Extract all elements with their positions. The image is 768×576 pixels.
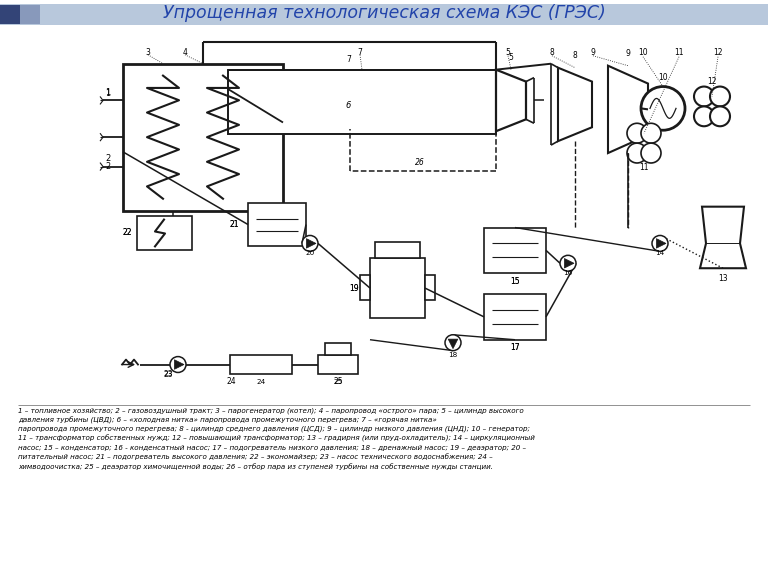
Circle shape [560,255,576,271]
Text: 3: 3 [146,48,151,57]
Bar [484,228,546,273]
Text: 2: 2 [105,162,111,171]
Text: 1: 1 [105,88,111,97]
Text: 19: 19 [349,283,359,293]
Text: 17: 17 [510,343,520,352]
Bar [248,203,306,247]
Text: 1 – топливное хозяйство; 2 – газовоздушный тракт; 3 – парогенератор (котел); 4 –: 1 – топливное хозяйство; 2 – газовоздушн… [18,407,535,469]
Text: 15: 15 [510,276,520,286]
Bar [137,215,192,251]
Circle shape [445,335,461,351]
Text: 17: 17 [510,343,520,352]
Text: 15: 15 [510,276,520,286]
Text: 11: 11 [639,164,649,172]
Text: 18: 18 [449,351,458,358]
Polygon shape [449,339,458,348]
Circle shape [627,143,647,163]
Text: 21: 21 [230,220,239,229]
Circle shape [641,86,685,130]
Circle shape [641,143,661,163]
Text: 10: 10 [658,73,668,82]
Bar [20,5,40,24]
Text: 8: 8 [573,51,578,60]
Bar [123,64,283,211]
Circle shape [627,123,647,143]
Text: 11: 11 [674,48,684,57]
Text: 9: 9 [626,50,631,58]
Text: 5: 5 [505,48,511,57]
Text: 22: 22 [122,229,132,237]
Text: 10: 10 [638,48,648,57]
Text: 16: 16 [564,270,573,276]
Circle shape [302,236,318,251]
Bar [370,258,425,318]
Text: 1: 1 [105,89,111,97]
Circle shape [710,107,730,126]
Bar [0,5,20,24]
Bar [484,294,546,340]
Bar [425,275,435,300]
Text: 7: 7 [358,48,362,57]
Bar [0,4,768,25]
Polygon shape [564,259,574,268]
Text: 13: 13 [718,274,728,283]
Text: 24: 24 [227,377,236,386]
Circle shape [641,123,661,143]
Polygon shape [608,66,648,153]
Bar [360,275,370,300]
Text: 12: 12 [713,48,723,57]
Text: 25: 25 [333,380,343,385]
Text: 14: 14 [655,251,664,256]
Text: 23: 23 [163,370,173,379]
Polygon shape [174,360,184,369]
Text: 19: 19 [349,283,359,293]
Bar [230,355,292,374]
Text: 26: 26 [415,158,425,168]
Text: 12: 12 [707,77,717,86]
Text: 23: 23 [164,372,173,377]
Text: 4: 4 [183,48,187,57]
Text: 7: 7 [346,55,351,65]
Circle shape [694,107,714,126]
Text: 6: 6 [346,101,351,109]
Text: 20: 20 [306,251,315,256]
Polygon shape [700,207,746,268]
Text: 9: 9 [591,48,595,57]
Polygon shape [657,238,666,248]
Polygon shape [496,70,526,131]
Text: 21: 21 [230,220,239,229]
Text: 24: 24 [257,380,266,385]
Text: 2: 2 [105,154,111,163]
Text: 8: 8 [550,48,554,57]
Text: 5: 5 [508,53,514,62]
Bar [325,343,351,355]
Text: Упрощенная технологическая схема КЭС (ГРЭС): Упрощенная технологическая схема КЭС (ГР… [163,4,605,22]
Text: 25: 25 [333,377,343,386]
Bar [318,355,358,374]
Polygon shape [306,238,316,248]
Circle shape [694,86,714,107]
Circle shape [710,86,730,107]
Bar [228,70,496,134]
Polygon shape [558,68,592,141]
Text: 22: 22 [122,229,132,237]
Bar [375,242,420,258]
Circle shape [652,236,668,251]
Circle shape [170,357,186,373]
